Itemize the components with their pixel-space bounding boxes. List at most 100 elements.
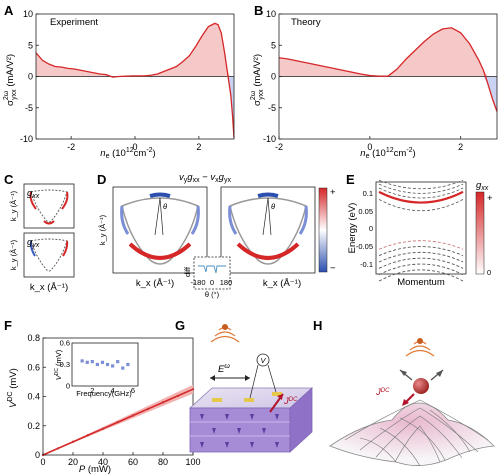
f-data-point (176, 394, 180, 397)
plot-b: -10 -5 0 5 10 -2 0 2 (263, 9, 498, 152)
f-inset-ytick: 0.3 (60, 360, 70, 369)
panel-c-top-label: gxx (27, 188, 40, 200)
panel-label-h: H (313, 318, 322, 333)
slab-side (289, 387, 313, 453)
panel-d-xlabel-left: k_x (Å⁻¹) (136, 278, 174, 289)
b-xtick-label: 2 (458, 142, 463, 152)
plot-a: -10 -5 0 5 10 -2 0 2 (20, 9, 235, 152)
f-xtick-label: 0 (40, 457, 45, 467)
valence-band (378, 246, 464, 257)
a-ytick-label: -5 (25, 103, 33, 113)
e-ytick-1: 0.05 (358, 207, 373, 216)
landscape-grid (344, 399, 489, 467)
g-current-arrowhead (277, 394, 283, 400)
panel-c-ylabel-bottom: k_y (Å⁻¹) (9, 239, 18, 270)
d-left-blue-top (149, 192, 171, 198)
gxx-fermi-contour (30, 189, 68, 223)
a-ytick-label: -10 (20, 134, 33, 144)
b-ytick-label: -10 (263, 134, 276, 144)
d-right-ray1 (262, 197, 269, 236)
panel-d-title: vygxx − vxgyx (179, 172, 231, 184)
panel-b: B -10 -5 0 5 10 -2 0 2 Theory σ2ωyxx (mA/V²) ne… (250, 3, 498, 160)
g-current-label: JDC (283, 396, 298, 407)
d-right-blue-side2 (298, 205, 308, 235)
panel-a-title: Experiment (50, 17, 98, 28)
e-bands (378, 179, 464, 282)
g-field-label: Eω (218, 363, 230, 375)
e-ytick-3: -0.05 (356, 242, 373, 251)
panel-label-a: A (4, 3, 14, 18)
e-colorbar-plus: + (487, 193, 493, 204)
b-ytick-label: 0 (271, 72, 276, 82)
valence-band (378, 251, 464, 263)
e-colorbar-zero: 0 (487, 268, 491, 277)
panel-c-ylabel-top: k_y (Å⁻¹) (9, 190, 18, 221)
valence-band (378, 240, 464, 250)
a-xtick-label: 2 (196, 142, 201, 152)
panel-c-bottom-label: gyx (27, 237, 40, 249)
d-left-ray1 (154, 197, 161, 236)
f-data-point (56, 447, 60, 450)
gyx-hotspot-blue (29, 240, 36, 257)
panel-c-top-frame (23, 183, 75, 229)
panel-e-frame (375, 181, 467, 275)
f-data-point (101, 427, 105, 430)
a-xtick-label: -2 (67, 142, 75, 152)
gyx-fermi-contour (30, 238, 68, 272)
d-inset-frame (193, 256, 231, 290)
a-ytick-label: 0 (28, 72, 33, 82)
f-ytick-label: 0.4 (27, 392, 40, 402)
d-colorbar (318, 187, 328, 273)
f-ytick-label: 0 (35, 450, 40, 460)
a-series-line (35, 22, 235, 138)
f-ytick-label: 0.2 (27, 421, 40, 431)
f-inset-ytick: 0 (66, 382, 70, 391)
voltmeter-wires (249, 364, 277, 399)
b-ytick-label: 5 (271, 40, 276, 50)
d-left-blue-side (120, 205, 130, 235)
panel-c-bottom-frame (23, 232, 75, 278)
panel-a-ylabel: σ2ωyxx (mA/V²) (3, 54, 18, 106)
a-ytick-label: 10 (23, 9, 33, 19)
h-current-label: JDC (375, 387, 390, 398)
f-inset-xtick: 4 (111, 386, 115, 395)
f-data-point (131, 414, 135, 417)
f-inset-xtick: 6 (131, 386, 135, 395)
f-confidence-band (43, 384, 193, 455)
panel-f-xlabel: P (mW) (79, 464, 111, 475)
d-right-blue-side (228, 205, 238, 235)
d-left-ray2 (159, 197, 164, 236)
f-xtick-label: 40 (98, 457, 108, 467)
d-inset-tick-1: 0 (210, 278, 214, 287)
d-inset-xlabel: θ (°) (205, 290, 220, 299)
f-inset-point (105, 362, 110, 367)
spin-arrows (200, 414, 279, 448)
e-field-arrowhead-left (210, 375, 215, 381)
panel-b-ylabel: σ2ωyxx (mA/V²) (250, 54, 265, 106)
d-colorbar-minus: − (330, 263, 336, 274)
f-data-point (116, 420, 120, 424)
d-left-red-bottom (128, 242, 192, 260)
panel-label-e: E (346, 172, 355, 187)
a-positive-fill (36, 23, 234, 77)
panel-a: A -10 -5 0 5 10 -2 0 2 Experiment σ2ωyxx (mA/V²… (3, 3, 235, 160)
b-xtick-label: -2 (275, 142, 283, 152)
f-ytick-label: 0.8 (27, 333, 40, 343)
plot-f-inset: 0 0.3 0.6 2 4 6 (60, 339, 139, 395)
b-ytick-label: 10 (266, 9, 276, 19)
gxx-hotspot-bottom (43, 220, 55, 225)
f-inset-point (126, 362, 130, 367)
b-negative-fill (279, 76, 497, 112)
f-inset-point (121, 366, 125, 370)
electron-icon (413, 378, 429, 394)
panel-a-xlabel: ne (1012cm-2) (100, 147, 155, 160)
panel-d: D vygxx − vxgyx θ θ diff -180 0 180 θ (°… (97, 172, 336, 299)
e-colorbar (475, 191, 485, 275)
d-right-theta: θ (271, 202, 275, 211)
a-negative-fill (36, 76, 234, 138)
h-arrowhead-left (400, 370, 407, 376)
gyx-hotspot-red (62, 240, 69, 257)
d-inset-diff-curve (198, 265, 226, 274)
panel-label-g: G (175, 318, 185, 333)
